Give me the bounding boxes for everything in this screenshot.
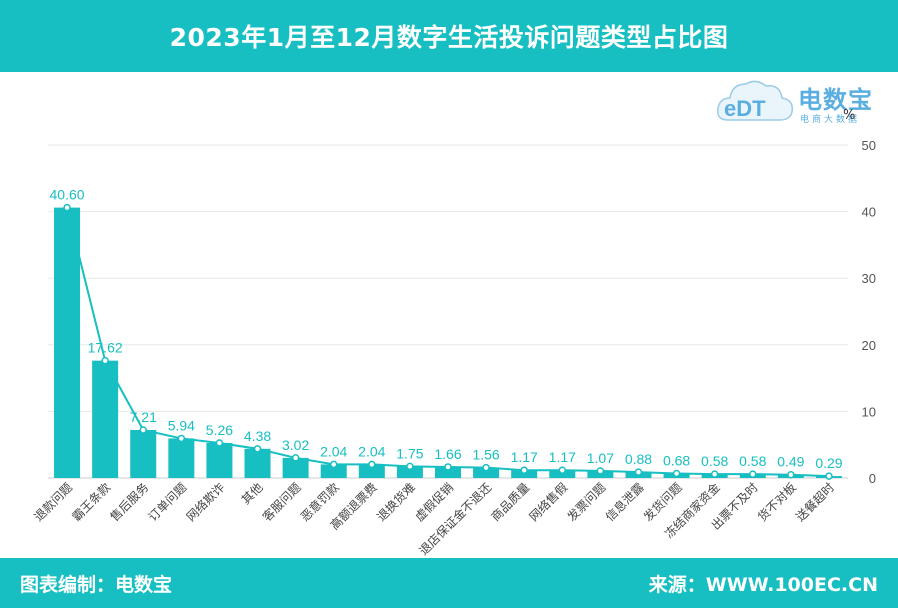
chart-title-bar: 2023年1月至12月数字生活投诉问题类型占比图 bbox=[0, 0, 898, 72]
logo-subtitle: 电商大数据 bbox=[800, 115, 861, 125]
x-tick-label: 货不对板 bbox=[754, 480, 799, 525]
line-point bbox=[101, 356, 109, 365]
line-point bbox=[787, 470, 795, 479]
data-label: 2.04 bbox=[358, 443, 385, 459]
data-label: 5.26 bbox=[206, 422, 233, 438]
line-point bbox=[177, 434, 186, 443]
line-point bbox=[482, 463, 490, 472]
y-tick-label: 10 bbox=[862, 404, 876, 419]
line-point bbox=[672, 469, 681, 478]
cloud-logo-icon: eDT bbox=[716, 80, 794, 121]
y-tick-label: 40 bbox=[862, 205, 876, 220]
bar bbox=[358, 464, 385, 478]
data-label: 4.38 bbox=[244, 428, 271, 444]
x-tick-label: 退款问题 bbox=[31, 480, 75, 524]
footer-credit: 图表编制：电数宝 bbox=[20, 574, 173, 596]
line-point bbox=[634, 468, 643, 476]
data-label: 1.07 bbox=[587, 450, 614, 466]
x-tick-label: 信息泄露 bbox=[602, 480, 647, 525]
line-point bbox=[749, 470, 757, 478]
line-point bbox=[558, 466, 567, 474]
bar bbox=[244, 448, 271, 478]
y-axis-unit: % bbox=[843, 108, 856, 123]
x-tick-label: 商品质量 bbox=[488, 480, 533, 525]
bar bbox=[206, 442, 233, 478]
data-label: 7.21 bbox=[130, 409, 157, 425]
data-label: 0.29 bbox=[815, 455, 842, 471]
logo-mark: eDT bbox=[724, 96, 766, 121]
x-tick-label: 霸王条款 bbox=[69, 480, 113, 524]
line-point bbox=[406, 462, 414, 471]
data-label: 17.62 bbox=[88, 340, 123, 356]
bar bbox=[549, 470, 576, 478]
logo-brand: 电数宝 bbox=[798, 86, 873, 114]
bar bbox=[435, 466, 461, 478]
bar bbox=[130, 429, 157, 478]
data-label: 0.88 bbox=[625, 451, 652, 467]
line-point bbox=[329, 460, 338, 469]
line-point bbox=[139, 426, 147, 434]
logo: eDT 电数宝 电商大数据 bbox=[714, 74, 894, 128]
x-tick-label: 其他 bbox=[239, 480, 266, 507]
data-label: 1.17 bbox=[549, 449, 576, 465]
bar bbox=[282, 457, 309, 478]
data-label: 1.56 bbox=[472, 447, 499, 463]
footer-source: 来源：WWW.100EC.CN bbox=[648, 574, 878, 596]
x-tick-label: 退店保证金不退还 bbox=[416, 480, 494, 558]
bar bbox=[168, 438, 195, 478]
line-point bbox=[825, 472, 833, 480]
data-label: 0.49 bbox=[777, 454, 804, 470]
data-label: 1.17 bbox=[511, 449, 538, 465]
y-tick-label: 20 bbox=[862, 338, 876, 353]
bar bbox=[511, 470, 538, 478]
x-tick-label: 网络欺诈 bbox=[183, 480, 228, 525]
line-point bbox=[596, 467, 605, 475]
line-point bbox=[291, 454, 300, 462]
x-tick-label: 退换货难 bbox=[373, 480, 418, 525]
x-tick-label: 客服问题 bbox=[259, 480, 304, 525]
chart-title: 2023年1月至12月数字生活投诉问题类型占比图 bbox=[169, 23, 729, 52]
x-tick-label: 网络售假 bbox=[526, 480, 571, 525]
data-label: 0.68 bbox=[663, 452, 690, 468]
data-label: 2.04 bbox=[320, 443, 347, 459]
bar bbox=[473, 467, 500, 478]
x-tick-label: 发票问题 bbox=[564, 480, 609, 525]
line-point bbox=[368, 460, 376, 469]
data-label: 1.75 bbox=[396, 445, 423, 461]
bar bbox=[54, 207, 81, 478]
bar bbox=[92, 360, 119, 478]
line-point bbox=[253, 445, 262, 453]
x-tick-label: 订单问题 bbox=[146, 480, 190, 524]
y-tick-label: 0 bbox=[869, 471, 876, 486]
bar bbox=[320, 464, 347, 478]
footer-bar: 图表编制：电数宝 来源：WWW.100EC.CN bbox=[0, 558, 898, 608]
x-tick-label: 售后服务 bbox=[107, 480, 152, 525]
data-label: 3.02 bbox=[282, 437, 309, 453]
data-label: 5.94 bbox=[168, 417, 195, 433]
data-label: 40.60 bbox=[50, 187, 85, 203]
line-point bbox=[520, 466, 528, 474]
bar bbox=[396, 466, 423, 478]
line-point bbox=[444, 463, 452, 471]
data-label: 1.66 bbox=[434, 446, 461, 462]
line-point bbox=[63, 203, 71, 212]
x-tick-label: 送餐超时 bbox=[793, 480, 838, 525]
line-point bbox=[710, 470, 719, 478]
line-point bbox=[215, 439, 224, 447]
y-tick-label: 50 bbox=[862, 138, 876, 153]
data-label: 0.58 bbox=[739, 453, 766, 469]
data-label: 0.58 bbox=[701, 453, 728, 469]
y-tick-label: 30 bbox=[862, 271, 876, 286]
